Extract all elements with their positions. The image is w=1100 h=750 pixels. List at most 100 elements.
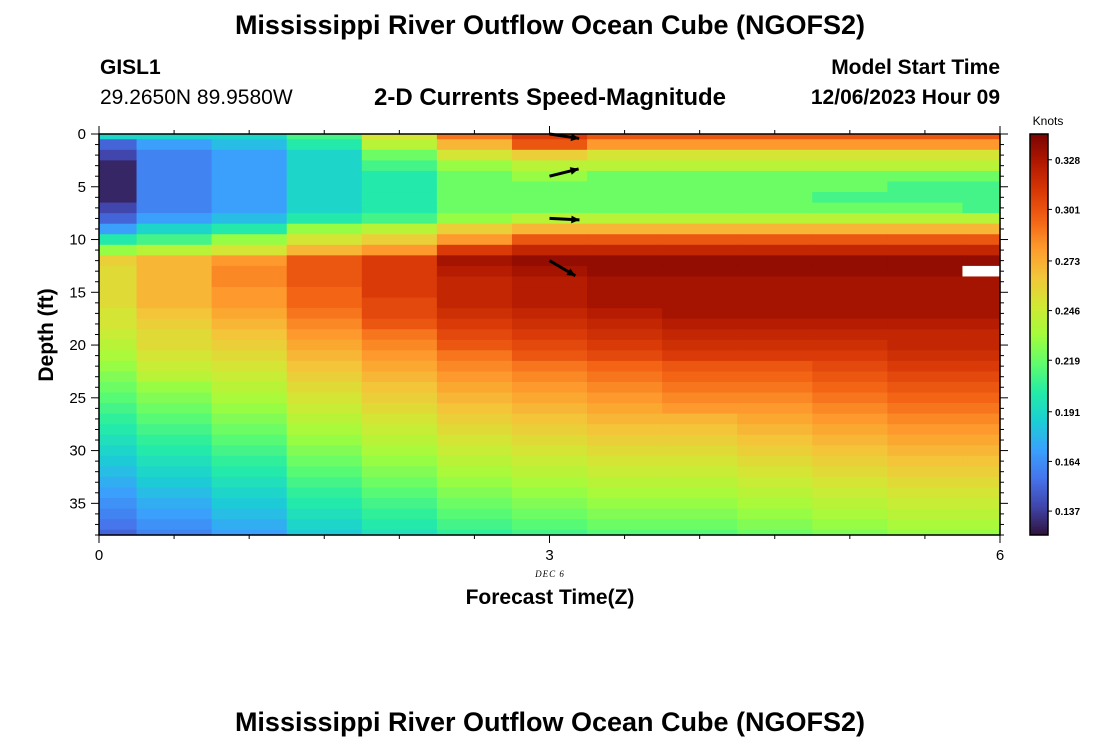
heatmap-cell	[436, 434, 513, 446]
heatmap-cell	[962, 487, 1001, 499]
heatmap-cell	[436, 255, 513, 267]
heatmap-cell	[587, 371, 663, 383]
x-tick-label: 3	[545, 547, 553, 564]
heatmap-cell	[436, 403, 513, 415]
heatmap-cell	[361, 529, 438, 536]
heatmap-cell	[361, 213, 438, 225]
heatmap-cell	[99, 392, 138, 404]
heatmap-cell	[511, 498, 588, 510]
heatmap-cell	[136, 318, 213, 330]
heatmap-cell	[286, 403, 363, 415]
heatmap-cell	[962, 392, 1001, 404]
heatmap-cell	[662, 149, 738, 161]
heatmap-cell	[962, 202, 1001, 214]
heatmap-cell	[662, 508, 738, 520]
heatmap-cell	[587, 455, 663, 468]
heatmap-cell	[887, 350, 964, 362]
heatmap-cell	[662, 160, 738, 172]
heatmap-cell	[737, 223, 813, 235]
heatmap-cell	[286, 297, 363, 309]
heatmap-cell	[99, 149, 138, 161]
x-tick-label: 6	[996, 547, 1004, 564]
heatmap-cell	[361, 276, 438, 288]
heatmap-cell	[887, 287, 964, 299]
heatmap-cell	[962, 255, 1001, 267]
heatmap-cell	[436, 139, 513, 151]
heatmap-cell	[662, 329, 738, 341]
heatmap-cell	[812, 392, 888, 404]
heatmap-cell	[211, 244, 288, 256]
heatmap-cell	[361, 424, 438, 436]
heatmap-cell	[812, 265, 888, 278]
heatmap-cell	[812, 192, 888, 204]
colorbar-frame	[1029, 133, 1049, 536]
heatmap-cell	[286, 455, 363, 468]
heatmap-cell	[812, 445, 888, 457]
heatmap-cell	[511, 181, 588, 193]
heatmap-cell	[136, 308, 213, 320]
heatmap-cell	[136, 329, 213, 341]
heatmap-cell	[812, 487, 888, 499]
heatmap-cell	[136, 297, 213, 309]
heatmap-cell	[511, 519, 588, 531]
heatmap-cell	[136, 381, 213, 394]
heatmap-cell	[136, 244, 213, 256]
current-vector-arrow	[549, 215, 580, 224]
heatmap-cell	[361, 287, 438, 299]
heatmap-cell	[587, 223, 663, 235]
heatmap-cell	[211, 529, 288, 536]
heatmap-cell	[99, 308, 138, 320]
heatmap-cell	[962, 308, 1001, 320]
heatmap-cell	[211, 360, 288, 373]
heatmap-cell	[361, 434, 438, 446]
heatmap-cell	[962, 403, 1001, 415]
heatmap-cell	[587, 360, 663, 373]
heatmap-cell	[587, 424, 663, 436]
heatmap-cell	[812, 308, 888, 320]
heatmap-cell	[587, 287, 663, 299]
heatmap-cell	[587, 434, 663, 446]
colorbar-title: Knots	[1033, 114, 1064, 128]
heatmap-cell	[436, 181, 513, 193]
heatmap-cell	[511, 360, 588, 373]
colorbar-tick-label: 0.191	[1055, 408, 1080, 419]
heatmap-cell	[286, 360, 363, 373]
heatmap-cell	[587, 413, 663, 425]
heatmap-cell	[136, 455, 213, 468]
heatmap-cell	[361, 360, 438, 373]
heatmap-cell	[99, 170, 138, 183]
heatmap-cell	[662, 424, 738, 436]
heatmap-cell	[962, 529, 1001, 536]
heatmap-cell	[511, 318, 588, 330]
heatmap-cell	[99, 287, 138, 299]
heatmap-cell	[511, 434, 588, 446]
heatmap-cell	[737, 255, 813, 267]
heatmap-cell	[436, 297, 513, 309]
heatmap-cell	[511, 350, 588, 362]
heatmap-cell	[436, 318, 513, 330]
heatmap-cell	[361, 297, 438, 309]
heatmap-cell	[662, 287, 738, 299]
heatmap-cell	[136, 434, 213, 446]
heatmap-cell	[962, 287, 1001, 299]
heatmap-cell	[436, 381, 513, 394]
heatmap-cell	[737, 181, 813, 193]
heatmap-cell	[887, 213, 964, 225]
heatmap-cell	[436, 487, 513, 499]
heatmap-cell	[286, 170, 363, 183]
heatmap-cell	[436, 213, 513, 225]
heatmap-cell	[737, 213, 813, 225]
heatmap-cell	[887, 223, 964, 235]
heatmap-cell	[737, 297, 813, 309]
heatmap-cell	[662, 360, 738, 373]
heatmap-cell	[812, 413, 888, 425]
heatmap-cell	[136, 276, 213, 288]
heatmap-cell	[99, 134, 138, 140]
heatmap-cell	[286, 424, 363, 436]
heatmap-cell	[136, 287, 213, 299]
heatmap-cell	[737, 202, 813, 214]
heatmap-cell	[662, 276, 738, 288]
heatmap-cell	[211, 350, 288, 362]
heatmap-cell	[436, 329, 513, 341]
heatmap-cell	[662, 265, 738, 278]
